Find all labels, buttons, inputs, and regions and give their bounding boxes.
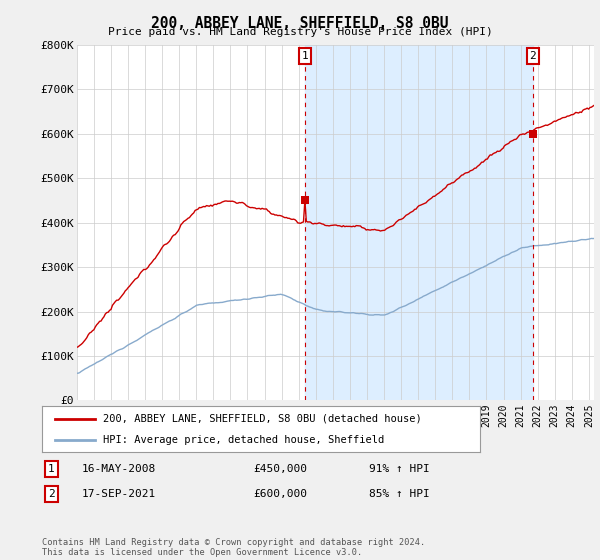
Text: 17-SEP-2021: 17-SEP-2021 bbox=[82, 489, 156, 499]
Text: £600,000: £600,000 bbox=[253, 489, 307, 499]
Text: 1: 1 bbox=[302, 51, 308, 61]
Text: 2: 2 bbox=[529, 51, 536, 61]
Text: Contains HM Land Registry data © Crown copyright and database right 2024.
This d: Contains HM Land Registry data © Crown c… bbox=[42, 538, 425, 557]
Text: 1: 1 bbox=[48, 464, 55, 474]
Text: 91% ↑ HPI: 91% ↑ HPI bbox=[370, 464, 430, 474]
Text: 2: 2 bbox=[48, 489, 55, 499]
Text: 200, ABBEY LANE, SHEFFIELD, S8 0BU: 200, ABBEY LANE, SHEFFIELD, S8 0BU bbox=[151, 16, 449, 31]
Text: 85% ↑ HPI: 85% ↑ HPI bbox=[370, 489, 430, 499]
Bar bbox=[305, 45, 533, 400]
Text: £450,000: £450,000 bbox=[253, 464, 307, 474]
Text: Price paid vs. HM Land Registry's House Price Index (HPI): Price paid vs. HM Land Registry's House … bbox=[107, 27, 493, 37]
Text: 16-MAY-2008: 16-MAY-2008 bbox=[82, 464, 156, 474]
Text: 200, ABBEY LANE, SHEFFIELD, S8 0BU (detached house): 200, ABBEY LANE, SHEFFIELD, S8 0BU (deta… bbox=[103, 413, 422, 423]
Text: HPI: Average price, detached house, Sheffield: HPI: Average price, detached house, Shef… bbox=[103, 435, 385, 445]
